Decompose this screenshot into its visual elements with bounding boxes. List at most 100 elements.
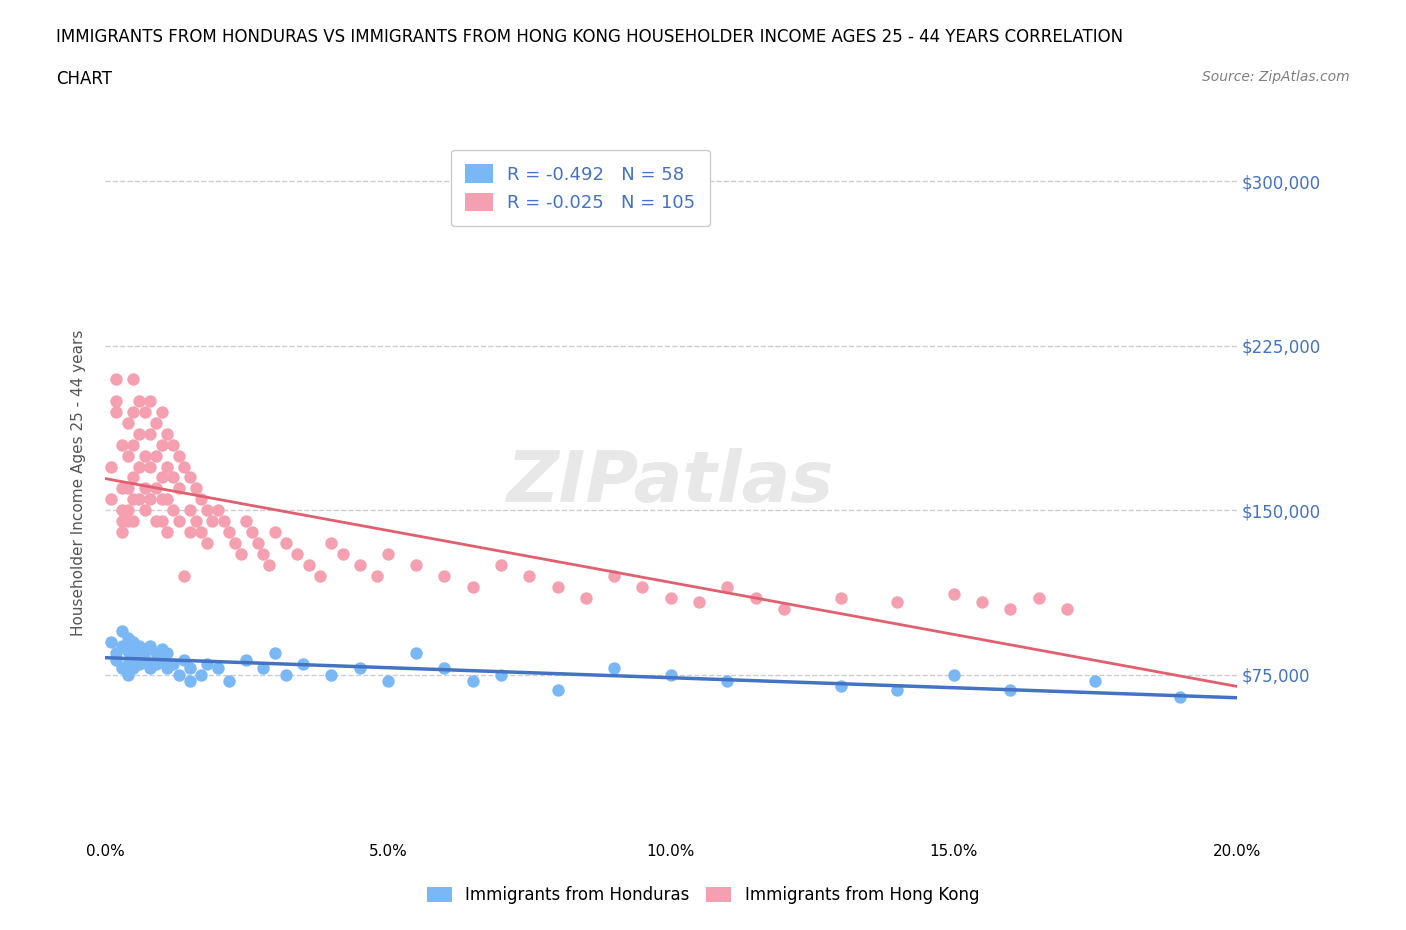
Point — [105, 652, 128, 667]
Point — [128, 426, 150, 441]
Point — [195, 503, 218, 518]
Point — [1084, 674, 1107, 689]
Point — [111, 525, 134, 539]
Point — [134, 652, 156, 667]
Point — [128, 492, 150, 507]
Point — [167, 668, 190, 683]
Point — [970, 595, 993, 610]
Y-axis label: Householder Income Ages 25 - 44 years: Householder Income Ages 25 - 44 years — [72, 330, 86, 636]
Point — [111, 503, 134, 518]
Point — [156, 525, 179, 539]
Point — [139, 661, 162, 676]
Point — [122, 645, 145, 660]
Point — [150, 437, 173, 452]
Point — [886, 595, 908, 610]
Point — [145, 415, 167, 430]
Point — [179, 470, 201, 485]
Point — [830, 591, 852, 605]
Point — [218, 525, 240, 539]
Point — [321, 668, 343, 683]
Point — [349, 661, 371, 676]
Point — [117, 448, 139, 463]
Point — [190, 525, 212, 539]
Point — [631, 579, 654, 594]
Point — [122, 634, 145, 649]
Point — [377, 547, 399, 562]
Point — [246, 536, 269, 551]
Point — [517, 569, 540, 584]
Point — [156, 492, 179, 507]
Point — [716, 579, 738, 594]
Point — [1000, 602, 1022, 617]
Point — [366, 569, 388, 584]
Point — [117, 657, 139, 671]
Point — [235, 652, 257, 667]
Point — [886, 683, 908, 698]
Point — [145, 448, 167, 463]
Point — [167, 481, 190, 496]
Point — [117, 503, 139, 518]
Point — [1000, 683, 1022, 698]
Point — [150, 470, 173, 485]
Point — [547, 683, 569, 698]
Point — [156, 426, 179, 441]
Point — [150, 405, 173, 419]
Point — [150, 641, 173, 656]
Point — [184, 481, 207, 496]
Point — [128, 459, 150, 474]
Point — [309, 569, 332, 584]
Point — [263, 645, 285, 660]
Point — [105, 405, 128, 419]
Point — [150, 652, 173, 667]
Point — [117, 481, 139, 496]
Point — [122, 405, 145, 419]
Point — [117, 415, 139, 430]
Point — [179, 661, 201, 676]
Point — [575, 591, 598, 605]
Point — [162, 657, 184, 671]
Point — [117, 668, 139, 683]
Point — [122, 371, 145, 386]
Point — [659, 668, 682, 683]
Point — [405, 558, 427, 573]
Point — [252, 661, 274, 676]
Point — [145, 514, 167, 529]
Point — [235, 514, 257, 529]
Point — [117, 631, 139, 645]
Point — [173, 459, 195, 474]
Point — [547, 579, 569, 594]
Point — [173, 652, 195, 667]
Point — [212, 514, 235, 529]
Point — [162, 470, 184, 485]
Legend: Immigrants from Honduras, Immigrants from Hong Kong: Immigrants from Honduras, Immigrants fro… — [419, 878, 987, 912]
Point — [405, 645, 427, 660]
Point — [603, 661, 626, 676]
Text: CHART: CHART — [56, 70, 112, 87]
Point — [285, 547, 308, 562]
Point — [461, 674, 484, 689]
Point — [134, 405, 156, 419]
Point — [224, 536, 246, 551]
Point — [117, 514, 139, 529]
Point — [162, 437, 184, 452]
Point — [321, 536, 343, 551]
Point — [207, 503, 229, 518]
Point — [433, 661, 456, 676]
Point — [122, 437, 145, 452]
Point — [461, 579, 484, 594]
Point — [207, 661, 229, 676]
Point — [122, 470, 145, 485]
Point — [128, 647, 150, 662]
Point — [201, 514, 224, 529]
Point — [111, 437, 134, 452]
Point — [111, 623, 134, 638]
Point — [105, 371, 128, 386]
Point — [117, 644, 139, 658]
Point — [111, 514, 134, 529]
Point — [139, 492, 162, 507]
Point — [145, 657, 167, 671]
Point — [134, 644, 156, 658]
Point — [659, 591, 682, 605]
Point — [150, 514, 173, 529]
Point — [274, 536, 297, 551]
